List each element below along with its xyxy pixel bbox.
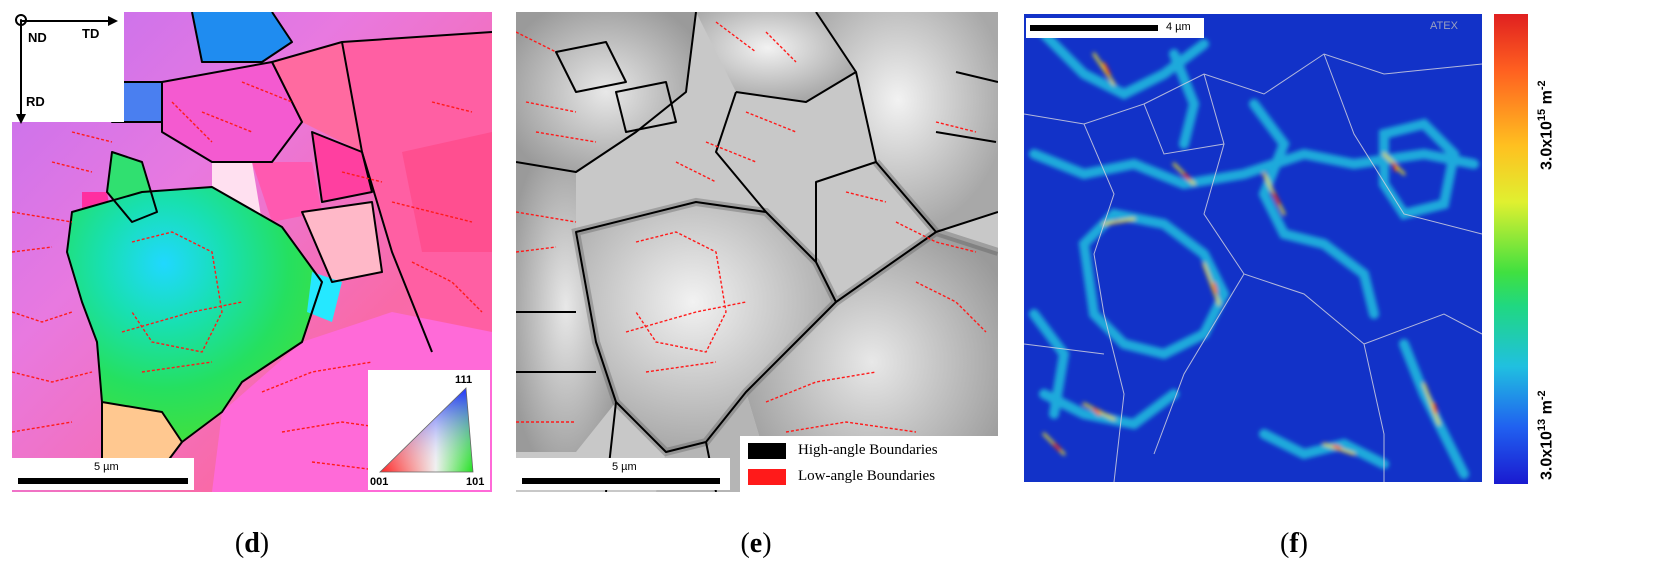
ipf-label-001: 001 xyxy=(370,476,389,488)
caption-e: (e) xyxy=(740,528,772,559)
scale-bar-d xyxy=(18,478,188,484)
dislocation-density-panel xyxy=(1024,14,1482,482)
caption-d: (d) xyxy=(234,528,270,559)
scale-bar-label-d: 5 µm xyxy=(94,461,119,473)
scale-bar-label-f: 4 µm xyxy=(1166,21,1191,33)
legend-row-high-angle: High-angle Boundaries xyxy=(748,442,938,459)
dislocation-density-image xyxy=(1024,14,1482,482)
ipf-label-101: 101 xyxy=(466,476,485,488)
caption-f: (f) xyxy=(1280,528,1308,559)
ipf-label-111: 111 xyxy=(455,374,473,386)
high-angle-label: High-angle Boundaries xyxy=(798,442,938,458)
high-angle-swatch xyxy=(748,442,786,459)
nd-label: ND xyxy=(28,30,47,45)
rd-arrowhead xyxy=(16,114,26,124)
td-arrow xyxy=(20,20,110,22)
colorbar-min-label: 3.0x1013 m-2 xyxy=(1536,390,1556,480)
ipf-legend xyxy=(368,370,490,490)
colorbar-max-label: 3.0x1015 m-2 xyxy=(1536,80,1556,170)
td-label: TD xyxy=(82,26,100,41)
sample-axes-key xyxy=(12,12,124,122)
boundary-map-image xyxy=(516,12,998,492)
scale-bar-e xyxy=(522,478,720,484)
boundary-map-panel xyxy=(516,12,998,492)
scale-bar-box-d xyxy=(12,458,194,490)
scale-bar-f xyxy=(1030,25,1158,31)
td-arrowhead xyxy=(108,16,118,26)
colorbar xyxy=(1494,14,1528,484)
rd-label: RD xyxy=(26,94,45,109)
legend-row-low-angle: Low-angle Boundaries xyxy=(748,468,935,485)
atex-watermark: ATEX xyxy=(1430,20,1458,32)
low-angle-label: Low-angle Boundaries xyxy=(798,468,936,484)
scale-bar-label-e: 5 µm xyxy=(612,461,637,473)
ipf-triangle-icon xyxy=(379,387,474,473)
rd-arrow xyxy=(20,20,22,116)
scale-bar-box-e xyxy=(516,458,730,490)
low-angle-swatch xyxy=(748,468,786,485)
